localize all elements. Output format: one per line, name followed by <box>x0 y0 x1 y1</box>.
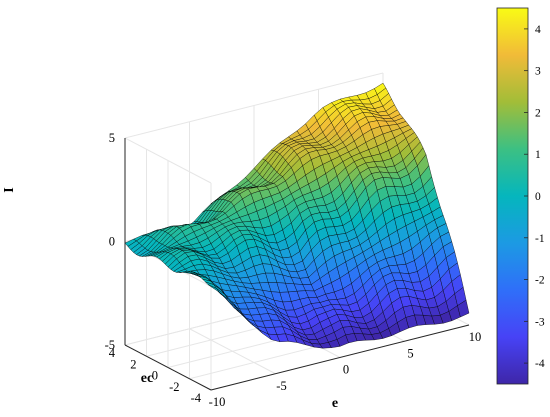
z-tick-label: 0 <box>109 235 115 249</box>
colorbar-tick-label: 4 <box>535 24 541 36</box>
colorbar-tick-label: -2 <box>535 275 545 287</box>
colorbar-tick-label: 3 <box>535 66 541 78</box>
colorbar-tick-label: 2 <box>535 107 541 119</box>
grid-line <box>124 72 384 139</box>
colorbar: 4 3 2 1 0 -1 -2 -3 -4 <box>496 7 545 385</box>
xlabel: e <box>332 396 338 411</box>
x-tick-label: 5 <box>407 346 413 360</box>
surface-cell <box>457 299 470 318</box>
grid-line <box>124 137 212 184</box>
colorbar-tick-label: 1 <box>535 149 541 161</box>
y-tick-label: 2 <box>130 357 136 371</box>
surface-mesh <box>124 82 470 349</box>
colorbar-tick-label: -1 <box>535 233 545 245</box>
y-axis-line <box>124 344 212 391</box>
axis-box <box>124 138 470 391</box>
x-tick-label: 0 <box>343 363 349 377</box>
x-tick-label: 10 <box>469 330 482 344</box>
tick-labels: -5 0 5 -10 -5 0 5 10 -4 -2 0 24 <box>105 131 482 409</box>
y-tick-label: -2 <box>169 380 179 394</box>
x-axis-line <box>210 324 470 391</box>
x-tick-label: -10 <box>209 395 226 409</box>
colorbar-tick-label: 0 <box>535 191 541 203</box>
y-tick-label: -4 <box>191 391 202 405</box>
zlabel: I <box>2 187 17 192</box>
z-tick-label: 5 <box>109 131 115 145</box>
y-tick-label: 4 <box>109 346 116 360</box>
colorbar-tick-label: -3 <box>535 316 545 328</box>
y-tick-label: 0 <box>152 369 158 383</box>
x-tick-label: -5 <box>276 379 286 393</box>
colorbar-tick-label: -4 <box>535 358 545 370</box>
ylabel: ec <box>141 371 153 386</box>
colorbar-gradient <box>496 7 529 385</box>
z-tick-label: -5 <box>105 338 115 352</box>
